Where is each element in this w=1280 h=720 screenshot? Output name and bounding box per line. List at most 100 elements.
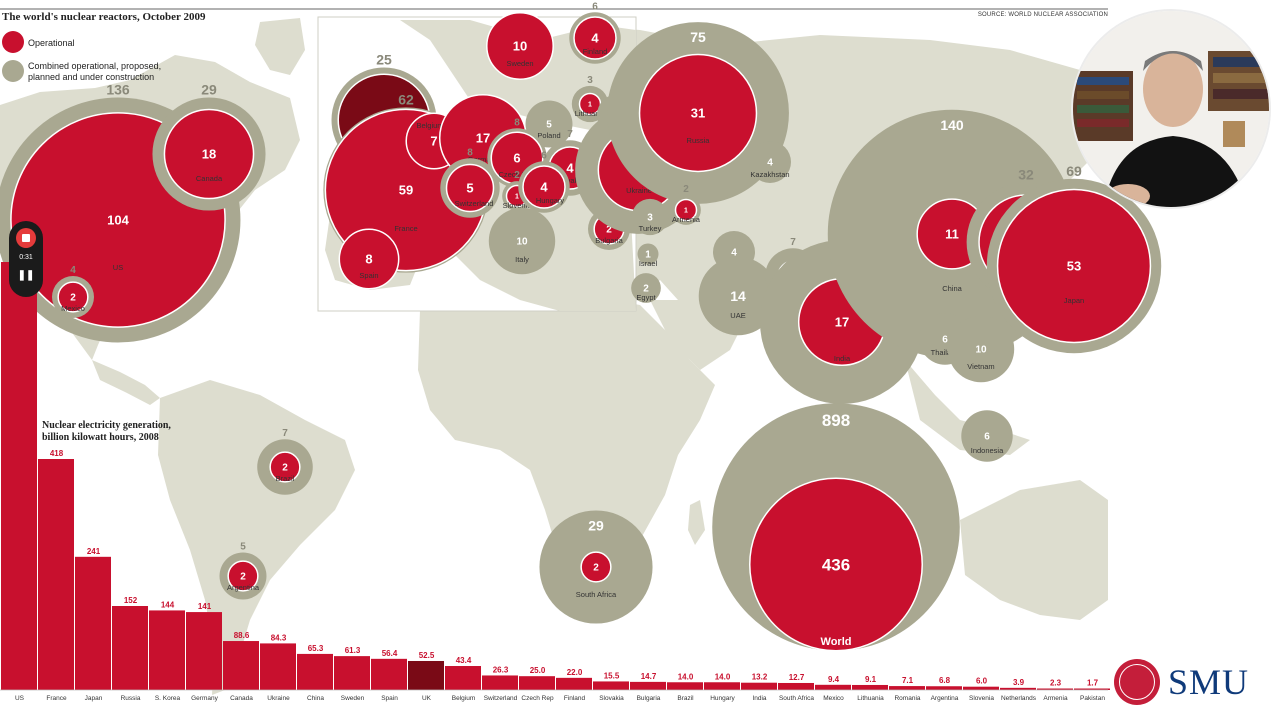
bar-switzerland [482, 675, 518, 690]
bubble-value-combined-china: 140 [940, 117, 964, 133]
bubble-combined-poland [525, 100, 573, 148]
bubble-value-combined-finland: 6 [592, 1, 598, 12]
bubble-label-france: France [394, 224, 417, 233]
bubble-operational-mexico [57, 281, 89, 313]
bubble-value-operational-brazil: 2 [282, 463, 288, 474]
bar-value-argentina: 6.8 [939, 676, 951, 685]
bubble-label-hungary: Hungary [536, 196, 565, 205]
bubble-operational-canada [163, 108, 255, 200]
australia-shape [960, 480, 1108, 620]
bar-category-china: China [307, 695, 324, 702]
legend-label-combined: Combined operational, proposed, planned … [28, 61, 162, 82]
bubble-label-vietnam: Vietnam [967, 362, 994, 371]
bar-value-pakistan: 1.7 [1087, 679, 1099, 688]
bar-value-russia: 152 [124, 596, 138, 605]
bar-category-slovakia: Slovakia [599, 695, 624, 702]
bar-value-ukraine: 84.3 [271, 633, 287, 642]
bar-spain [371, 658, 407, 690]
bubble-value-combined-switzerland: 8 [467, 147, 473, 158]
bar-value-bulgaria: 14.7 [641, 672, 657, 681]
bubble-value-operational-france: 59 [399, 183, 413, 198]
bar-category-s-korea: S. Korea [155, 695, 181, 702]
bar-bulgaria [630, 681, 666, 690]
bar-category-brazil: Brazil [677, 695, 694, 702]
bar-slovakia [593, 681, 629, 690]
bar-slovenia [963, 686, 999, 690]
bubble-value-combined-japan: 69 [1066, 163, 1082, 179]
bubble-value-combined-france: 62 [398, 91, 414, 107]
bubble-combined-israel [637, 243, 659, 265]
bar-armenia [1037, 688, 1073, 690]
bar-germany [186, 612, 222, 690]
bar-value-germany: 141 [198, 602, 212, 611]
stop-icon[interactable] [16, 228, 36, 248]
bubble-label-poland: Poland [537, 131, 560, 140]
bubble-operational-japan [996, 188, 1152, 344]
bar-value-switzerland: 26.3 [493, 665, 509, 674]
bubble-value-operational-china: 11 [945, 227, 959, 242]
bubble-value-operational-finland: 4 [591, 31, 599, 46]
bar-value-finland: 22.0 [567, 668, 583, 677]
bar-value-romania: 7.1 [902, 676, 914, 685]
bubble-value-combined-vietnam: 10 [975, 345, 987, 356]
bar-value-armenia: 2.3 [1050, 679, 1062, 688]
bubble-operational-hungary [522, 165, 566, 209]
bubble-label-israel: Israel [639, 259, 658, 268]
central-america-shape [92, 360, 160, 405]
pause-icon[interactable]: ❚❚ [17, 270, 35, 281]
bar-category-lithuania: Lithuania [857, 695, 884, 702]
bar-value-uk: 52.5 [419, 651, 435, 660]
screen-recorder-widget[interactable]: 0:31 ❚❚ [9, 221, 43, 297]
bar-ukraine [260, 643, 296, 690]
bar-czech-rep [519, 676, 555, 690]
bar-chart-title: Nuclear electricity generation, billion … [42, 420, 171, 444]
bubble-label-bulgaria: Bulgaria [595, 236, 623, 245]
bar-value-france: 418 [50, 449, 64, 458]
bar-value-slovakia: 15.5 [604, 671, 620, 680]
bar-category-armenia: Armenia [1043, 695, 1068, 702]
bubble-label-sweden: Sweden [506, 59, 533, 68]
bubble-value-combined-s-korea: 32 [1018, 167, 1034, 183]
smu-logo: SMU [1114, 657, 1266, 711]
bubble-value-combined-argentina: 5 [240, 542, 246, 553]
bar-category-us: US [15, 695, 25, 702]
bar-value-mexico: 9.4 [828, 675, 840, 684]
bar-value-sweden: 61.3 [345, 646, 361, 655]
bubble-value-operational-czech-rep: 6 [513, 151, 520, 166]
bubble-value-operational-sweden: 10 [513, 39, 527, 54]
bubble-label-us: US [113, 263, 123, 272]
bar-category-ukraine: Ukraine [267, 695, 290, 702]
source-note: SOURCE: WORLD NUCLEAR ASSOCIATION [977, 12, 1108, 18]
bar-value-brazil: 14.0 [678, 672, 694, 681]
bubble-value-combined-canada: 29 [201, 81, 217, 97]
bubble-operational-russia [638, 53, 758, 173]
webcam-overlay [1071, 9, 1271, 209]
bubble-label-ukraine: Ukraine [626, 186, 652, 195]
bubble-label-thailand: Thailand [931, 348, 960, 357]
bubble-label-mexico: Mexico [61, 304, 85, 313]
bar-category-spain: Spain [381, 695, 398, 702]
bubble-label-turkey: Turkey [639, 224, 662, 233]
bubble-value-operational-switzerland: 5 [466, 181, 473, 196]
bubble-value-operational-lithuania: 1 [588, 102, 592, 109]
bubble-value-operational-russia: 31 [691, 106, 705, 121]
bubble-label-germany: Germany [468, 155, 499, 164]
bubble-operational-sweden [486, 12, 554, 80]
bubble-value-combined-us: 136 [106, 82, 130, 98]
bubble-value-operational-mexico: 2 [70, 293, 76, 304]
bar-russia [112, 606, 148, 690]
bubble-label-russia: Russia [687, 136, 711, 145]
legend-swatch-combined [2, 60, 24, 82]
bubble-value-combined-brazil: 7 [282, 428, 288, 439]
bar-finland [556, 677, 592, 690]
bubble-value-combined-czech-rep: 8 [514, 117, 520, 128]
bubble-value-operational-bulgaria: 2 [606, 225, 612, 236]
bar-lithuania [852, 684, 888, 690]
bubble-operational-argentina [227, 560, 259, 592]
bubble-value-operational-germany: 17 [476, 131, 490, 146]
bar-category-switzerland: Switzerland [484, 695, 518, 702]
bubble-label-lithuania: Lithuania [575, 109, 606, 118]
bar-belgium [445, 666, 481, 690]
bubble-label-switzerland: Switzerland [455, 199, 494, 208]
